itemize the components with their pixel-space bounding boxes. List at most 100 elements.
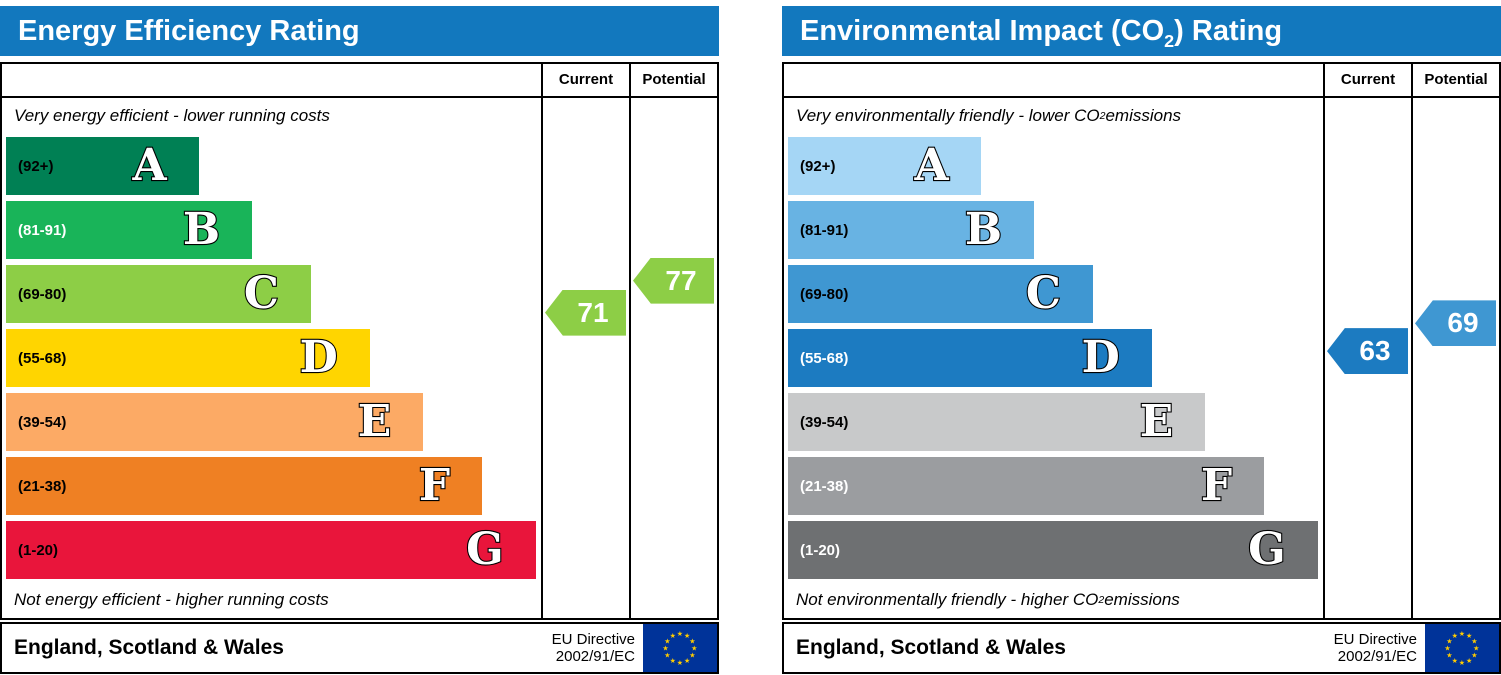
band-bar-a: (92+) A: [6, 137, 199, 195]
rating-bands: (92+) A (81-91) B (69-80) C (55-68) D (39-54) E (2…: [2, 134, 541, 582]
band-row-d: (55-68) D: [788, 326, 1323, 390]
band-bar-d: (55-68) D: [6, 329, 370, 387]
bottom-note: Not energy efficient - higher running co…: [14, 590, 329, 609]
chart-title-bar: Energy Efficiency Rating: [0, 6, 719, 56]
band-letter: E: [1139, 395, 1175, 448]
potential-column: Potential 69: [1411, 64, 1499, 618]
eu-flag-star: ★: [1471, 636, 1477, 645]
footer-right: EU Directive 2002/91/EC ★ ★ ★ ★ ★ ★ ★ ★ ★ ★ ★ ★: [552, 624, 717, 672]
band-row-f: (21-38) F: [788, 454, 1323, 518]
band-letter: F: [418, 459, 451, 512]
environmental-impact-rating-chart: Environmental Impact (CO2) Rating Very e…: [782, 6, 1501, 674]
band-range-label: (92+): [18, 157, 54, 175]
eu-flag-star: ★: [1466, 656, 1472, 665]
eu-flag-star: ★: [689, 651, 695, 660]
potential-column: Potential 77: [629, 64, 717, 618]
rating-value: 63: [1359, 335, 1391, 367]
current-column: Current 71: [541, 64, 629, 618]
header-spacer: [2, 64, 541, 98]
band-area: Very environmentally friendly - lower CO…: [784, 64, 1323, 618]
footer-right: EU Directive 2002/91/EC ★ ★ ★ ★ ★ ★ ★ ★ ★ ★ ★ ★: [1334, 624, 1499, 672]
band-range-label: (81-91): [800, 221, 849, 239]
eu-flag-star: ★: [1446, 636, 1452, 645]
eu-directive-label: EU Directive 2002/91/EC: [1333, 630, 1417, 665]
chart-footer: England, Scotland & Wales EU Directive 2…: [782, 622, 1501, 674]
band-row-a: (92+) A: [788, 134, 1323, 198]
band-range-label: (69-80): [18, 285, 67, 303]
eu-flag-star: ★: [1471, 651, 1477, 660]
bottom-note: Not environmentally friendly - higher CO…: [796, 590, 1180, 609]
eu-flag-star: ★: [1466, 631, 1472, 640]
band-row-a: (92+) A: [6, 134, 541, 198]
current-column-header: Current: [1325, 64, 1411, 98]
band-letter: C: [1025, 267, 1062, 320]
band-bar-g: (1-20) G: [6, 521, 536, 579]
band-range-label: (81-91): [18, 221, 67, 239]
band-letter: E: [357, 395, 393, 448]
band-range-label: (21-38): [800, 477, 849, 495]
band-range-label: (55-68): [800, 349, 849, 367]
potential-rating-arrow: 77: [633, 257, 714, 304]
current-column-body: 71: [543, 98, 629, 618]
eu-directive-label: EU Directive 2002/91/EC: [551, 630, 635, 665]
band-range-label: (92+): [800, 157, 836, 175]
band-row-c: (69-80) C: [788, 262, 1323, 326]
eu-flag-star: ★: [677, 629, 683, 638]
eu-flag-star: ★: [670, 656, 676, 665]
band-range-label: (1-20): [18, 541, 59, 559]
eu-flag-star: ★: [670, 631, 676, 640]
current-column: Current 63: [1323, 64, 1411, 618]
eu-flag-star: ★: [677, 658, 683, 667]
band-row-b: (81-91) B: [788, 198, 1323, 262]
band-letter: D: [299, 331, 339, 384]
eu-flag-star: ★: [684, 656, 690, 665]
current-rating-arrow: 71: [545, 289, 626, 336]
top-note: Very energy efficient - lower running co…: [14, 106, 330, 125]
potential-column-header: Potential: [1413, 64, 1499, 98]
current-rating-arrow: 63: [1327, 328, 1408, 375]
chart-box: Very environmentally friendly - lower CO…: [782, 62, 1501, 620]
band-bar-f: (21-38) F: [788, 457, 1265, 515]
chart-title-bar: Environmental Impact (CO2) Rating: [782, 6, 1501, 56]
band-bar-g: (1-20) G: [788, 521, 1318, 579]
band-range-label: (39-54): [18, 413, 67, 431]
band-letter: F: [1200, 459, 1233, 512]
eu-flag-star: ★: [1473, 643, 1479, 652]
rating-value: 69: [1447, 307, 1479, 339]
eu-flag-star: ★: [1452, 656, 1458, 665]
rating-bands: (92+) A (81-91) B (69-80) C (55-68) D (39-54) E (2…: [784, 134, 1323, 582]
eu-flag-icon: ★ ★★★★★★★★★★★: [1425, 624, 1499, 672]
header-spacer: [784, 64, 1323, 98]
eu-flag-star: ★: [1459, 629, 1465, 638]
potential-column-header: Potential: [631, 64, 717, 98]
band-row-d: (55-68) D: [6, 326, 541, 390]
eu-flag-star: ★: [689, 636, 695, 645]
region-label: England, Scotland & Wales: [796, 636, 1066, 659]
band-row-g: (1-20) G: [6, 518, 541, 582]
band-bar-d: (55-68) D: [788, 329, 1152, 387]
band-bar-a: (92+) A: [788, 137, 981, 195]
band-area: Very energy efficient - lower running co…: [2, 64, 541, 618]
band-bar-c: (69-80) C: [788, 265, 1093, 323]
chart-box: Very energy efficient - lower running co…: [0, 62, 719, 620]
chart-title: Energy Efficiency Rating: [18, 15, 360, 47]
eu-flag-star: ★: [1452, 631, 1458, 640]
rating-value: 77: [665, 264, 697, 296]
band-letter: G: [1247, 523, 1287, 576]
eu-flag-icon: ★ ★★★★★★★★★★★: [643, 624, 717, 672]
band-bar-b: (81-91) B: [788, 201, 1035, 259]
band-row-e: (39-54) E: [788, 390, 1323, 454]
band-bar-b: (81-91) B: [6, 201, 253, 259]
band-letter: B: [182, 203, 221, 256]
band-row-e: (39-54) E: [6, 390, 541, 454]
eu-flag-star: ★: [662, 643, 668, 652]
band-range-label: (69-80): [800, 285, 849, 303]
eu-flag-star: ★: [691, 643, 697, 652]
potential-column-body: 69: [1413, 98, 1499, 618]
band-range-label: (39-54): [800, 413, 849, 431]
top-note: Very environmentally friendly - lower CO…: [796, 106, 1182, 125]
band-range-label: (55-68): [18, 349, 67, 367]
eu-flag-star: ★: [1444, 643, 1450, 652]
band-bar-f: (21-38) F: [6, 457, 483, 515]
band-letter: G: [465, 523, 505, 576]
